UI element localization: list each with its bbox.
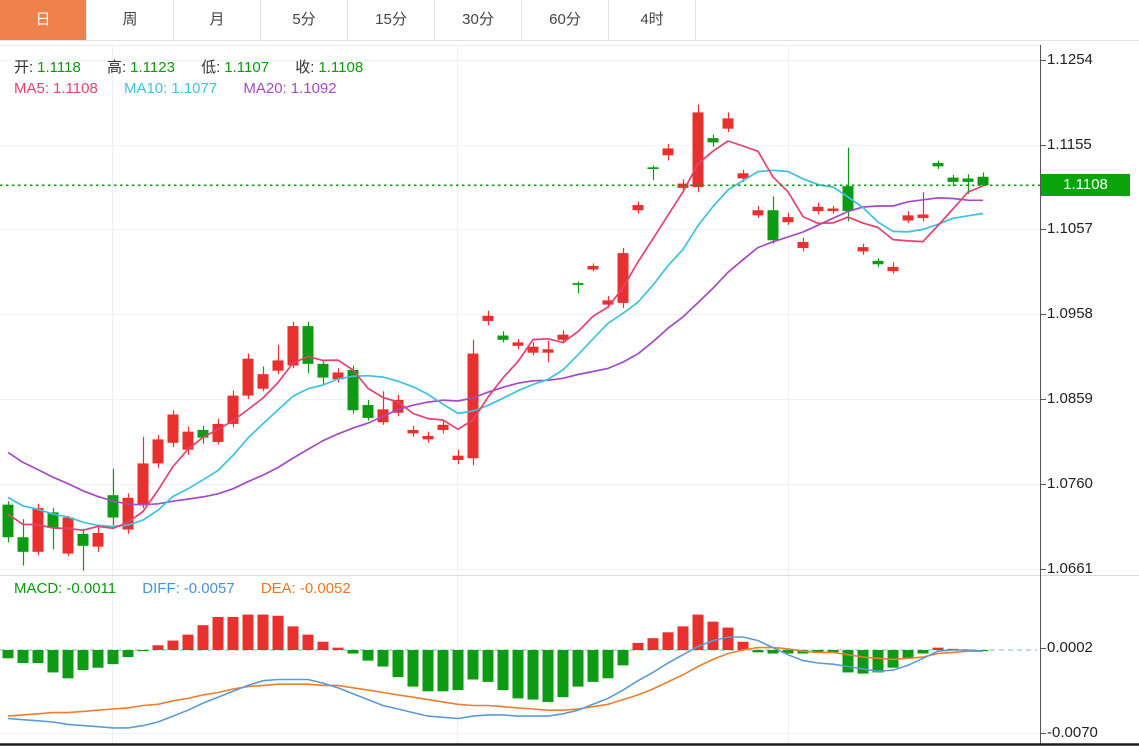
ma10-label: MA10:: [123, 80, 168, 97]
tab-60min[interactable]: 60分: [522, 0, 609, 40]
price-tick-5: 1.0859: [1047, 390, 1093, 407]
diff-value: -0.0057: [183, 580, 235, 597]
price-tick-7: 1.0661: [1047, 560, 1093, 577]
ma5-value: 1.1108: [53, 80, 98, 97]
ma-legend: MA5: 1.1108 MA10: 1.1077 MA20: 1.1092: [14, 80, 341, 97]
axis-layer: [0, 45, 1139, 746]
diff-line: [7, 636, 984, 729]
macd-label: MACD:: [14, 580, 63, 597]
low-label: 低:: [201, 59, 221, 76]
price-tick-1: 1.1254: [1047, 51, 1093, 68]
macd-tick-1: 0.0002: [1047, 639, 1093, 656]
grid-layer: [0, 45, 1139, 743]
tab-daily[interactable]: 日: [0, 0, 87, 40]
high-label: 高:: [107, 59, 127, 76]
dea-value: -0.0052: [299, 580, 351, 597]
macd-value: -0.0011: [66, 580, 117, 597]
low-value: 1.1107: [224, 59, 270, 76]
timeframe-tabbar: 日 周 月 5分 15分 30分 60分 4时: [0, 0, 1139, 41]
price-tick-2: 1.1155: [1047, 136, 1092, 153]
open-label: 开:: [14, 59, 34, 76]
tab-5min[interactable]: 5分: [261, 0, 348, 40]
dea-line: [7, 646, 983, 717]
tab-monthly[interactable]: 月: [174, 0, 261, 40]
ma20-label: MA20:: [243, 80, 287, 97]
price-tick-6: 1.0760: [1047, 475, 1093, 492]
macd-legend: MACD: -0.0011 DIFF: -0.0057 DEA: -0.0052: [14, 580, 355, 597]
tab-4hour[interactable]: 4时: [609, 0, 696, 40]
close-label: 收:: [295, 59, 315, 76]
price-tick-3: 1.1057: [1047, 220, 1093, 237]
ma5-label: MA5:: [14, 80, 50, 97]
ma10-line: [7, 169, 984, 528]
close-value: 1.1108: [318, 59, 364, 76]
open-value: 1.1118: [37, 59, 81, 76]
tab-30min[interactable]: 30分: [435, 0, 522, 40]
price-tick-4: 1.0958: [1047, 305, 1093, 322]
macd-histogram: [2, 614, 989, 702]
tab-15min[interactable]: 15分: [348, 0, 435, 40]
ma5-line: [7, 140, 984, 532]
ma10-value: 1.1077: [171, 80, 218, 97]
high-value: 1.1123: [130, 59, 175, 76]
dea-label: DEA:: [260, 580, 296, 597]
ma20-value: 1.1092: [290, 80, 337, 97]
macd-tick-2: -0.0070: [1047, 724, 1098, 741]
diff-label: DIFF:: [142, 580, 180, 597]
ohlc-legend: 开: 1.1118 高: 1.1123 低: 1.1107 收: 1.1108: [14, 56, 367, 77]
tab-weekly[interactable]: 周: [87, 0, 174, 40]
current-price-tag: 1.1108: [1041, 174, 1130, 196]
